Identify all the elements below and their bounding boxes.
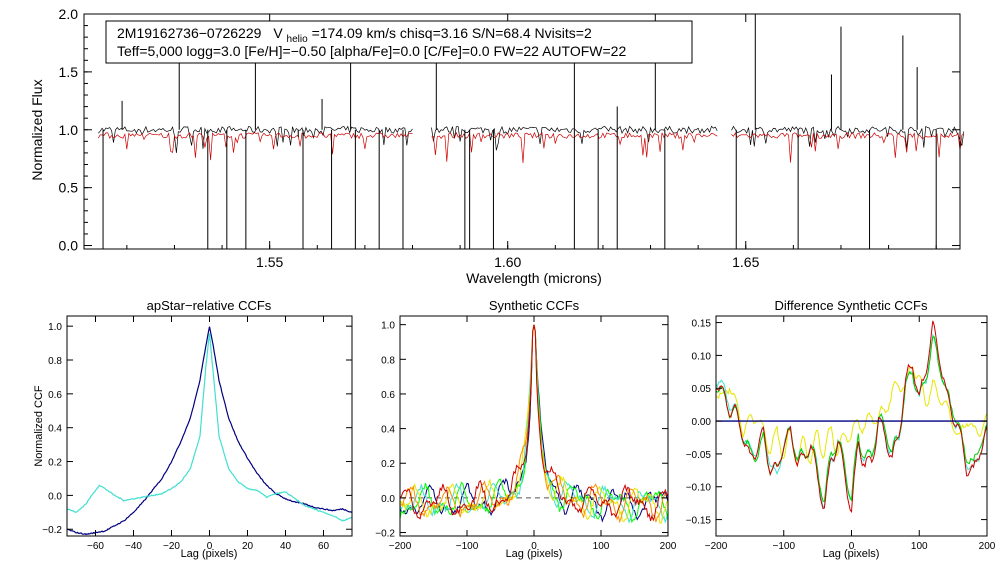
apstar-ytick-label: 0.4 [48,424,62,435]
spectrum-info-box [105,20,693,64]
difference-series-diff-red [715,320,988,514]
apstar-ytick-label: 0.8 [48,356,62,367]
apstar-axes-frame [66,315,353,537]
difference-xtick-label: −200 [705,541,728,552]
synthetic-ytick-label: 0.2 [381,459,395,470]
synthetic-ytick-label: 0.6 [381,390,395,401]
difference-panel: Difference Synthetic CCFs 0.150.100.050.… [686,298,996,560]
spectrum-ytick-label: 1.0 [59,122,79,138]
apstar-xtick-label: −20 [163,541,180,552]
difference-xtick-label: 100 [911,541,928,552]
apstar-title: apStar−relative CCFs [147,298,272,313]
spectrum-panel: 0.0 0.5 1.0 1.5 2.0 1.55 1.60 1.65 2M19162736−0… [29,6,965,286]
difference-plot-area [715,320,988,514]
spectrum-xtick-label: 1.65 [732,254,759,270]
difference-xtick-label: 200 [979,541,996,552]
spectrum-xtick-label: 1.60 [494,254,521,270]
synthetic-ytick-label: 0.0 [381,494,395,505]
spectrum-ylabel: Normalized Flux [29,79,45,180]
spectrum-ytick-label: 1.5 [59,64,79,80]
synthetic-xtick-label: 200 [660,541,677,552]
difference-ytick-label: 0.00 [692,417,712,428]
apstar-ytick-label: −0.2 [42,525,62,536]
v-helio-prefix: V [273,25,283,41]
apstar-ylabel: Normalized CCF [33,385,45,467]
apstar-xtick-label: 20 [242,541,254,552]
spectrum-ytick-label: 0.0 [59,238,79,254]
synthetic-plot-area [399,324,669,524]
spectrum-xtick-label: 1.55 [256,254,283,270]
apstar-xtick-label: −40 [125,541,142,552]
synthetic-xtick-label: 100 [593,541,610,552]
difference-ytick-label: −0.15 [686,516,712,527]
apstar-xtick-label: −60 [87,541,104,552]
spectrum-series-model [97,131,964,164]
synthetic-ytick-label: 0.8 [381,355,395,366]
difference-title: Difference Synthetic CCFs [775,298,928,313]
spectrum-axes-frame [83,13,961,250]
star-id: 2M19162736−0726229 [117,25,262,41]
synthetic-ytick-label: −0.2 [375,529,395,540]
synthetic-series-synth-5 [399,324,669,524]
v-helio-rest: =174.09 km/s chisq=3.16 S/N=68.4 Nvisits… [312,25,592,41]
synthetic-ticks: 1.0 0.8 0.6 0.4 0.2 0.0 −0.2−200 −100 0 100 200 [375,316,677,552]
apstar-panel: apStar−relative CCFs 1.0 0.8 0.6 0.4 0.2 0.0 −… [33,298,353,560]
difference-xtick-label: −100 [772,541,795,552]
difference-series-diff-yellow [716,365,988,468]
spectrum-ytick-label: 2.0 [59,6,79,22]
synthetic-xlabel: Lag (pixels) [506,548,563,560]
spectrum-ticks: 0.0 0.5 1.0 1.5 2.0 1.55 1.60 1.65 [59,6,960,270]
apstar-series-ccf-1 [66,326,353,536]
apstar-xtick-label: 60 [318,541,330,552]
spectrum-series-observed [98,125,965,153]
apstar-plot-area [66,326,353,536]
synthetic-panel: Synthetic CCFs 1.0 0.8 0.6 0.4 0.2 0.0 −0.2−20… [375,298,677,560]
apstar-series-ccf-2 [66,333,353,522]
difference-series-diff-green [715,336,988,503]
difference-ytick-label: 0.15 [692,319,712,330]
v-helio-subscript: helio [287,34,309,45]
apstar-ytick-label: 0.6 [48,390,62,401]
synthetic-ytick-label: 0.4 [381,425,395,436]
apstar-xtick-label: 40 [280,541,292,552]
apstar-xtick-label: 0 [207,541,213,552]
synthetic-xtick-label: −100 [456,541,479,552]
apstar-ticks: 1.0 0.8 0.6 0.4 0.2 0.0 −0.2 −60 −40 −20 0 20 40 60 [42,316,352,552]
difference-ytick-label: 0.10 [692,351,712,362]
spectrum-info-line2: Teff=5,000 logg=3.0 [Fe/H]=−0.50 [alpha/… [117,43,626,59]
synthetic-xtick-label: 0 [531,541,537,552]
apstar-ytick-label: 0.2 [48,458,62,469]
difference-axes-frame [715,315,988,537]
spectrum-ytick-label: 0.5 [59,180,79,196]
difference-xtick-label: 0 [849,541,855,552]
difference-ytick-label: 0.05 [692,384,712,395]
synthetic-xtick-label: −200 [389,541,412,552]
apstar-xlabel: Lag (pixels) [181,548,238,560]
difference-ytick-label: −0.05 [686,450,712,461]
difference-ytick-label: −0.10 [686,483,712,494]
spectrum-xlabel: Wavelength (microns) [466,270,602,286]
synthetic-series-synth-6 [399,324,669,522]
synthetic-title: Synthetic CCFs [489,298,580,313]
difference-xlabel: Lag (pixels) [823,548,880,560]
apstar-ytick-label: 0.0 [48,491,62,502]
synthetic-ytick-label: 1.0 [381,321,395,332]
difference-ticks: 0.15 0.10 0.05 0.00 −0.05 −0.10 −0.15 −200 −100 0… [686,316,996,552]
apstar-ytick-label: 1.0 [48,322,62,333]
spectrum-plot-area [97,14,965,249]
spectrum-info-line1: 2M19162736−0726229 V helio =174.09 km/s … [117,25,592,45]
